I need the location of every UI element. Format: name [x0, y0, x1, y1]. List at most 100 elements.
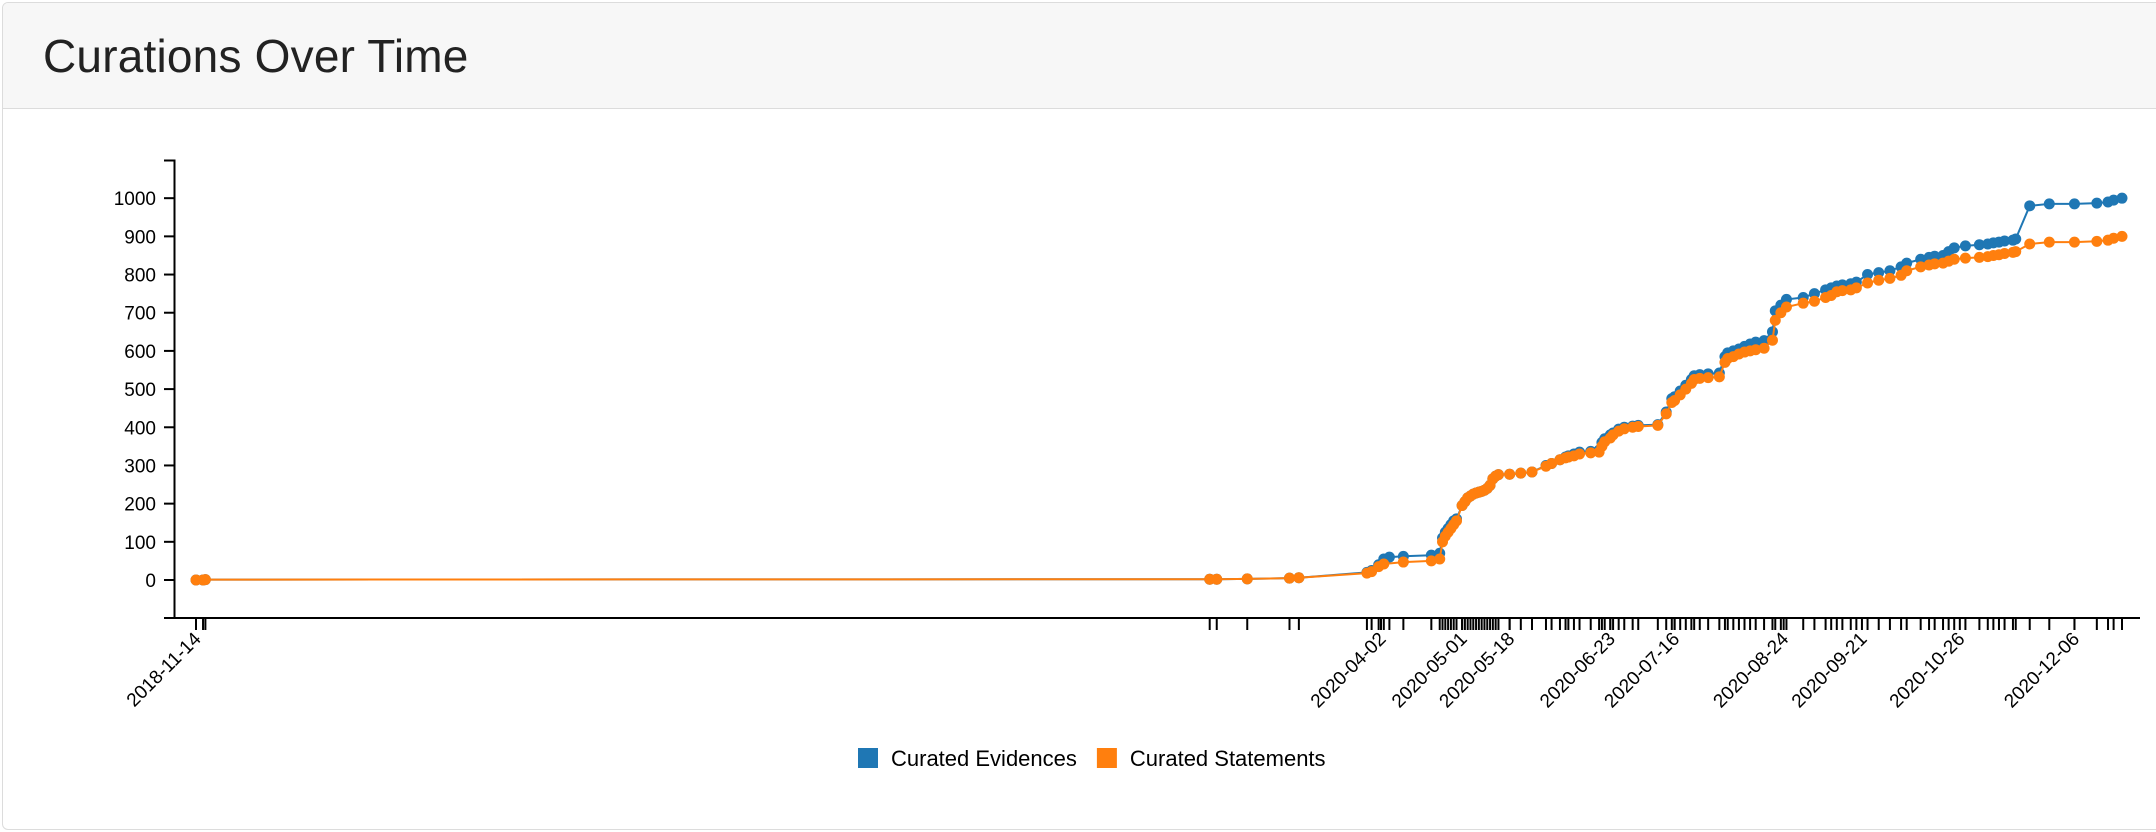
data-point [1929, 258, 1941, 270]
data-point [1780, 293, 1792, 305]
data-point [1652, 419, 1664, 431]
data-point [2010, 246, 2022, 258]
data-point [1450, 515, 1462, 527]
card-title: Curations Over Time [43, 29, 469, 82]
y-tick-label: 900 [124, 227, 156, 248]
y-tick-label: 700 [124, 304, 156, 325]
data-point [2043, 236, 2055, 248]
y-tick-label: 200 [124, 495, 156, 516]
legend-swatch [858, 748, 878, 768]
data-point [1515, 467, 1527, 479]
data-point [1884, 272, 1896, 284]
y-tick-label: 100 [124, 533, 156, 554]
data-point [1797, 297, 1809, 309]
y-axis: 0 100 200 300 400 500 600 700 800 900 1000 [114, 159, 176, 619]
data-point [1378, 558, 1390, 570]
series-2 [190, 230, 2128, 586]
data-point [1948, 242, 1960, 254]
y-tick-label: 400 [124, 418, 156, 439]
data-point [2116, 192, 2128, 204]
data-point [1929, 250, 1941, 262]
data-point [1504, 468, 1516, 480]
series-1 [190, 192, 2128, 586]
data-point [1862, 269, 1874, 281]
legend-label: Curated Statements [1130, 746, 1326, 771]
data-point [2091, 197, 2103, 209]
card-header: Curations Over Time [3, 3, 2156, 109]
data-point [1769, 314, 1781, 326]
data-point [1397, 556, 1409, 568]
series-line [196, 197, 2123, 581]
data-point [1862, 277, 1874, 289]
data-point [1293, 572, 1305, 584]
plot-area [190, 192, 2128, 586]
data-point [1884, 265, 1896, 277]
data-point [1546, 458, 1558, 470]
data-point [1766, 334, 1778, 346]
legend-item-1: Curated Evidences [858, 746, 1077, 771]
data-point [1660, 408, 1672, 420]
data-point [1873, 274, 1885, 286]
data-point [1283, 572, 1295, 584]
data-point [1750, 344, 1762, 356]
data-point [1973, 239, 1985, 251]
data-point [1702, 372, 1714, 384]
data-point [1780, 301, 1792, 313]
y-tick-label: 600 [124, 342, 156, 363]
data-point [1241, 573, 1253, 585]
x-tick-label: 2020-09-21 [1788, 629, 1872, 713]
data-point [1850, 282, 1862, 294]
data-point [1632, 421, 1644, 433]
data-point [2043, 198, 2055, 210]
data-point [2108, 194, 2120, 206]
data-point [199, 574, 211, 586]
legend-swatch [1096, 748, 1117, 768]
data-point [1750, 336, 1762, 348]
data-point [1915, 253, 1927, 265]
x-tick-label: 2018-11-14 [123, 628, 206, 711]
y-tick-label: 800 [124, 266, 156, 287]
data-point [1999, 248, 2011, 260]
data-point [1766, 326, 1778, 338]
data-point [2068, 236, 2080, 248]
data-point [1999, 235, 2011, 247]
data-point [1574, 448, 1586, 460]
y-tick-label: 500 [124, 380, 156, 401]
data-point [1836, 285, 1848, 297]
y-tick-label: 300 [124, 456, 156, 477]
data-point [1526, 466, 1538, 478]
data-point [1901, 265, 1913, 277]
data-point [1492, 469, 1504, 481]
data-point [1758, 342, 1770, 354]
legend: Curated Evidences Curated Statements [858, 746, 1326, 771]
data-point [2024, 200, 2036, 212]
legend-label: Curated Evidences [891, 746, 1077, 771]
y-axis-line [164, 159, 176, 619]
data-point [1808, 295, 1820, 307]
data-point [2091, 235, 2103, 247]
data-point [2108, 232, 2120, 244]
data-point [1959, 240, 1971, 252]
data-point [1694, 372, 1706, 384]
data-point [1915, 261, 1927, 273]
data-point [1948, 253, 1960, 265]
data-point [1808, 288, 1820, 300]
x-axis: 2018-11-14 2020-04-022020-05-012020-05-18… [123, 617, 2140, 713]
x-tick-label: 2020-04-02 [1307, 629, 1391, 713]
data-point [1585, 447, 1597, 459]
x-tick-label: 2020-12-06 [2000, 629, 2084, 713]
data-point [1973, 251, 1985, 263]
x-tick-label: 2020-08-24 [1710, 628, 1794, 712]
data-point [1873, 267, 1885, 279]
data-point [1425, 555, 1437, 567]
data-point [1959, 252, 1971, 264]
data-point [1758, 335, 1770, 347]
y-tick-label: 1000 [114, 189, 156, 210]
data-point [1713, 371, 1725, 383]
data-point [2024, 238, 2036, 250]
data-point [1434, 553, 1446, 565]
data-point [2010, 233, 2022, 245]
data-point [1618, 423, 1630, 435]
